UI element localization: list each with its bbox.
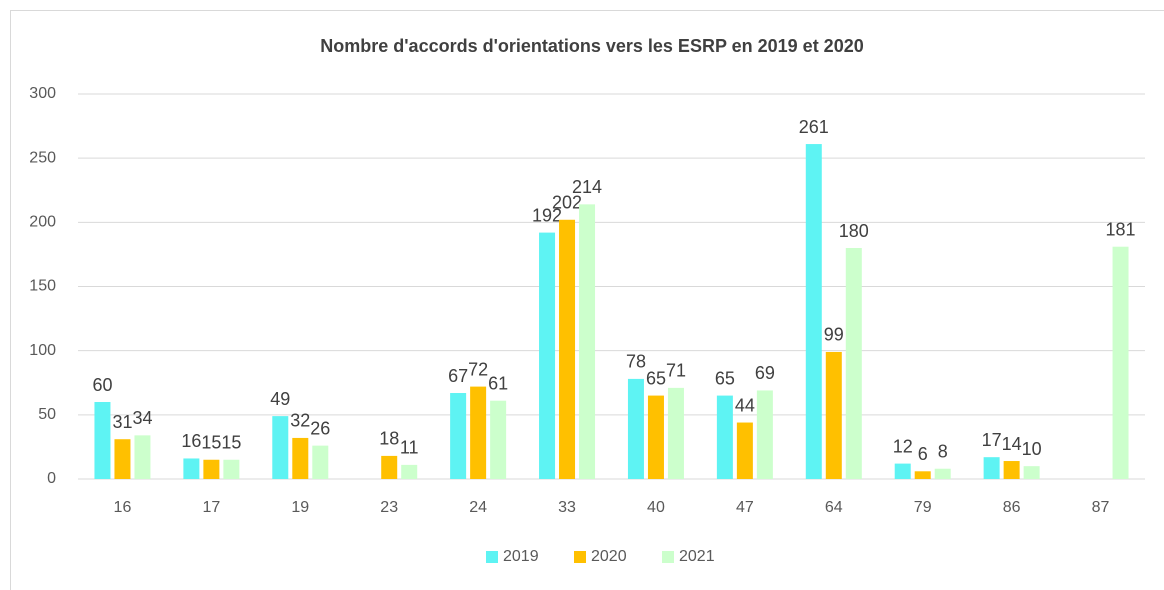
- bar: [272, 416, 289, 479]
- x-tick-label: 47: [736, 499, 754, 516]
- data-label: 44: [735, 395, 755, 415]
- bar: [381, 455, 398, 479]
- bar: [845, 248, 862, 479]
- bar: [805, 144, 822, 480]
- bar: [627, 378, 644, 479]
- data-label: 181: [1106, 219, 1136, 239]
- data-label: 180: [839, 221, 869, 241]
- bar: [470, 386, 487, 479]
- x-tick-label: 87: [1092, 499, 1110, 516]
- data-label: 16: [181, 431, 201, 451]
- bar: [579, 204, 596, 479]
- x-tick-label: 23: [380, 499, 398, 516]
- y-tick-label: 250: [29, 149, 56, 166]
- y-tick-label: 0: [47, 470, 56, 487]
- bar: [183, 458, 200, 479]
- data-label: 67: [448, 366, 468, 386]
- x-tick-label: 40: [647, 499, 665, 516]
- bar: [539, 232, 556, 479]
- data-label: 72: [468, 359, 488, 379]
- chart-title: Nombre d'accords d'orientations vers les…: [320, 36, 863, 56]
- x-tick-label: 64: [825, 499, 843, 516]
- data-label: 11: [400, 438, 419, 458]
- data-label: 192: [532, 205, 562, 225]
- data-label: 6: [918, 444, 928, 464]
- x-tick-label: 86: [1003, 499, 1021, 516]
- data-label: 69: [755, 363, 775, 383]
- bar: [559, 219, 576, 479]
- x-tick-label: 24: [469, 499, 487, 516]
- bar: [983, 457, 1000, 479]
- x-tick-label: 79: [914, 499, 932, 516]
- x-tick-label: 17: [202, 499, 220, 516]
- bar: [450, 393, 467, 479]
- bar: [223, 459, 240, 479]
- y-tick-label: 50: [38, 406, 56, 423]
- bar: [401, 464, 418, 479]
- bar: [667, 387, 684, 479]
- data-label: 31: [112, 412, 132, 432]
- data-label: 32: [290, 411, 310, 431]
- x-tick-label: 33: [558, 499, 576, 516]
- data-label: 214: [572, 177, 602, 197]
- bar: [736, 422, 753, 479]
- bar: [134, 435, 151, 479]
- data-label: 34: [132, 408, 152, 428]
- bar: [756, 390, 773, 479]
- data-label: 17: [982, 430, 1002, 450]
- bar: [647, 395, 664, 479]
- bar: [292, 437, 309, 479]
- y-tick-label: 200: [29, 214, 56, 231]
- data-label: 8: [938, 441, 948, 461]
- data-label: 18: [379, 429, 399, 449]
- data-label: 261: [799, 117, 829, 137]
- data-label: 15: [201, 433, 221, 453]
- data-label: 99: [824, 325, 844, 345]
- bar: [914, 471, 931, 479]
- data-label: 10: [1022, 439, 1042, 459]
- x-tick-label: 16: [114, 499, 132, 516]
- legend-swatch: [574, 551, 586, 563]
- legend-label: 2019: [503, 548, 539, 565]
- data-label: 71: [666, 361, 686, 381]
- data-label: 65: [646, 368, 666, 388]
- y-tick-label: 150: [29, 278, 56, 295]
- bar: [825, 351, 842, 479]
- data-label: 49: [270, 389, 290, 409]
- legend-swatch: [662, 551, 674, 563]
- y-tick-label: 300: [29, 85, 56, 102]
- data-label: 26: [310, 418, 330, 438]
- data-label: 202: [552, 193, 582, 213]
- bar: [1023, 466, 1040, 479]
- data-label: 15: [221, 433, 241, 453]
- legend-swatch: [486, 551, 498, 563]
- bar: [716, 395, 733, 479]
- data-label: 78: [626, 352, 646, 372]
- bar: [1112, 246, 1129, 479]
- bar: [1003, 461, 1020, 479]
- data-label: 12: [893, 436, 913, 456]
- bar: [934, 468, 951, 479]
- bar: [312, 445, 329, 479]
- data-label: 60: [92, 375, 112, 395]
- y-tick-label: 100: [29, 342, 56, 359]
- legend-label: 2020: [591, 548, 627, 565]
- legend-label: 2021: [679, 548, 715, 565]
- data-label: 61: [488, 373, 508, 393]
- bar: [203, 459, 220, 479]
- bar: [94, 402, 111, 479]
- data-label: 65: [715, 368, 735, 388]
- bar: [490, 400, 507, 479]
- data-label: 14: [1002, 434, 1022, 454]
- bar: [894, 463, 911, 479]
- x-tick-label: 19: [291, 499, 309, 516]
- bar: [114, 439, 131, 479]
